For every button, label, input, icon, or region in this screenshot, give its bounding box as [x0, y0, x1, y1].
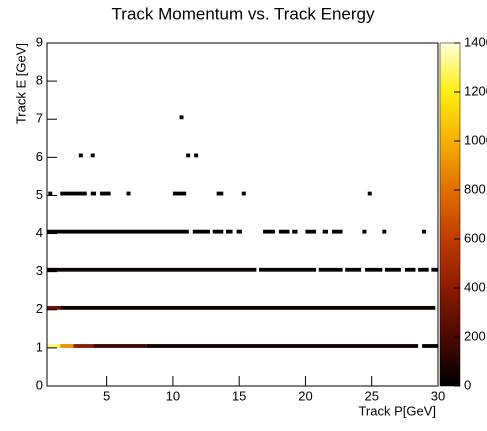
y-tick-label: 8 — [36, 73, 43, 88]
color-bar-label: 0 — [464, 377, 471, 392]
cell — [384, 267, 401, 272]
cell — [192, 229, 211, 234]
cell — [318, 267, 343, 272]
cell — [422, 344, 438, 348]
color-bar-label: 1200 — [464, 83, 487, 98]
cell — [47, 267, 257, 272]
cell — [78, 153, 83, 158]
cell — [172, 191, 187, 196]
plot-frame — [46, 42, 439, 387]
cell — [186, 153, 191, 158]
color-bar-label: 600 — [464, 230, 486, 245]
cell — [431, 267, 438, 272]
cell — [278, 229, 290, 234]
cell — [47, 344, 61, 348]
cell — [60, 305, 436, 310]
y-tick-label: 1 — [36, 339, 43, 354]
cell — [362, 229, 367, 234]
cell — [418, 267, 429, 272]
cell — [365, 267, 383, 272]
x-tick-label: 15 — [232, 388, 246, 403]
x-tick-label: 25 — [364, 388, 378, 403]
cell — [345, 267, 362, 272]
cell — [216, 191, 224, 196]
cell — [259, 267, 317, 272]
x-tick-label: 10 — [166, 388, 180, 403]
cell — [60, 191, 87, 196]
cell — [367, 191, 372, 196]
color-bar-label: 1000 — [464, 132, 487, 147]
y-tick-label: 2 — [36, 301, 43, 316]
cell — [194, 153, 199, 158]
cell — [331, 229, 343, 234]
color-bar-label: 200 — [464, 328, 486, 343]
cell — [90, 191, 97, 196]
cell — [90, 153, 95, 158]
y-tick-label: 5 — [36, 187, 43, 202]
cell — [404, 267, 416, 272]
cell — [146, 344, 419, 348]
cell — [73, 344, 94, 348]
y-tick-label: 4 — [36, 225, 43, 240]
y-tick-label: 7 — [36, 111, 43, 126]
cell — [212, 229, 224, 234]
cell — [382, 229, 387, 234]
y-tick-label: 0 — [36, 377, 43, 392]
cell — [422, 229, 427, 234]
cell — [93, 344, 147, 348]
color-bar-label: 400 — [464, 279, 486, 294]
cell — [263, 229, 275, 234]
x-tick-label: 5 — [103, 388, 110, 403]
cell — [241, 191, 246, 196]
color-bar-label: 1400 — [464, 34, 487, 49]
cell — [60, 344, 74, 348]
y-axis-label: Track E [GeV] — [13, 43, 28, 124]
cell — [225, 229, 233, 234]
x-axis-label: Track P[GeV] — [358, 403, 436, 418]
cell — [179, 115, 184, 120]
cell — [47, 305, 61, 310]
y-tick-label: 9 — [36, 34, 43, 49]
cell — [47, 229, 189, 234]
y-tick-label: 3 — [36, 263, 43, 278]
x-tick-label: 20 — [298, 388, 312, 403]
y-tick-label: 6 — [36, 149, 43, 164]
cell — [100, 191, 111, 196]
color-bar — [439, 42, 461, 387]
cell — [292, 229, 298, 234]
cell — [322, 229, 328, 234]
x-tick-label: 30 — [431, 388, 445, 403]
color-bar-label: 800 — [464, 181, 486, 196]
cell — [48, 191, 53, 196]
cell — [236, 229, 242, 234]
chart-title: Track Momentum vs. Track Energy — [112, 4, 375, 23]
cell — [126, 191, 131, 196]
cell — [305, 229, 317, 234]
